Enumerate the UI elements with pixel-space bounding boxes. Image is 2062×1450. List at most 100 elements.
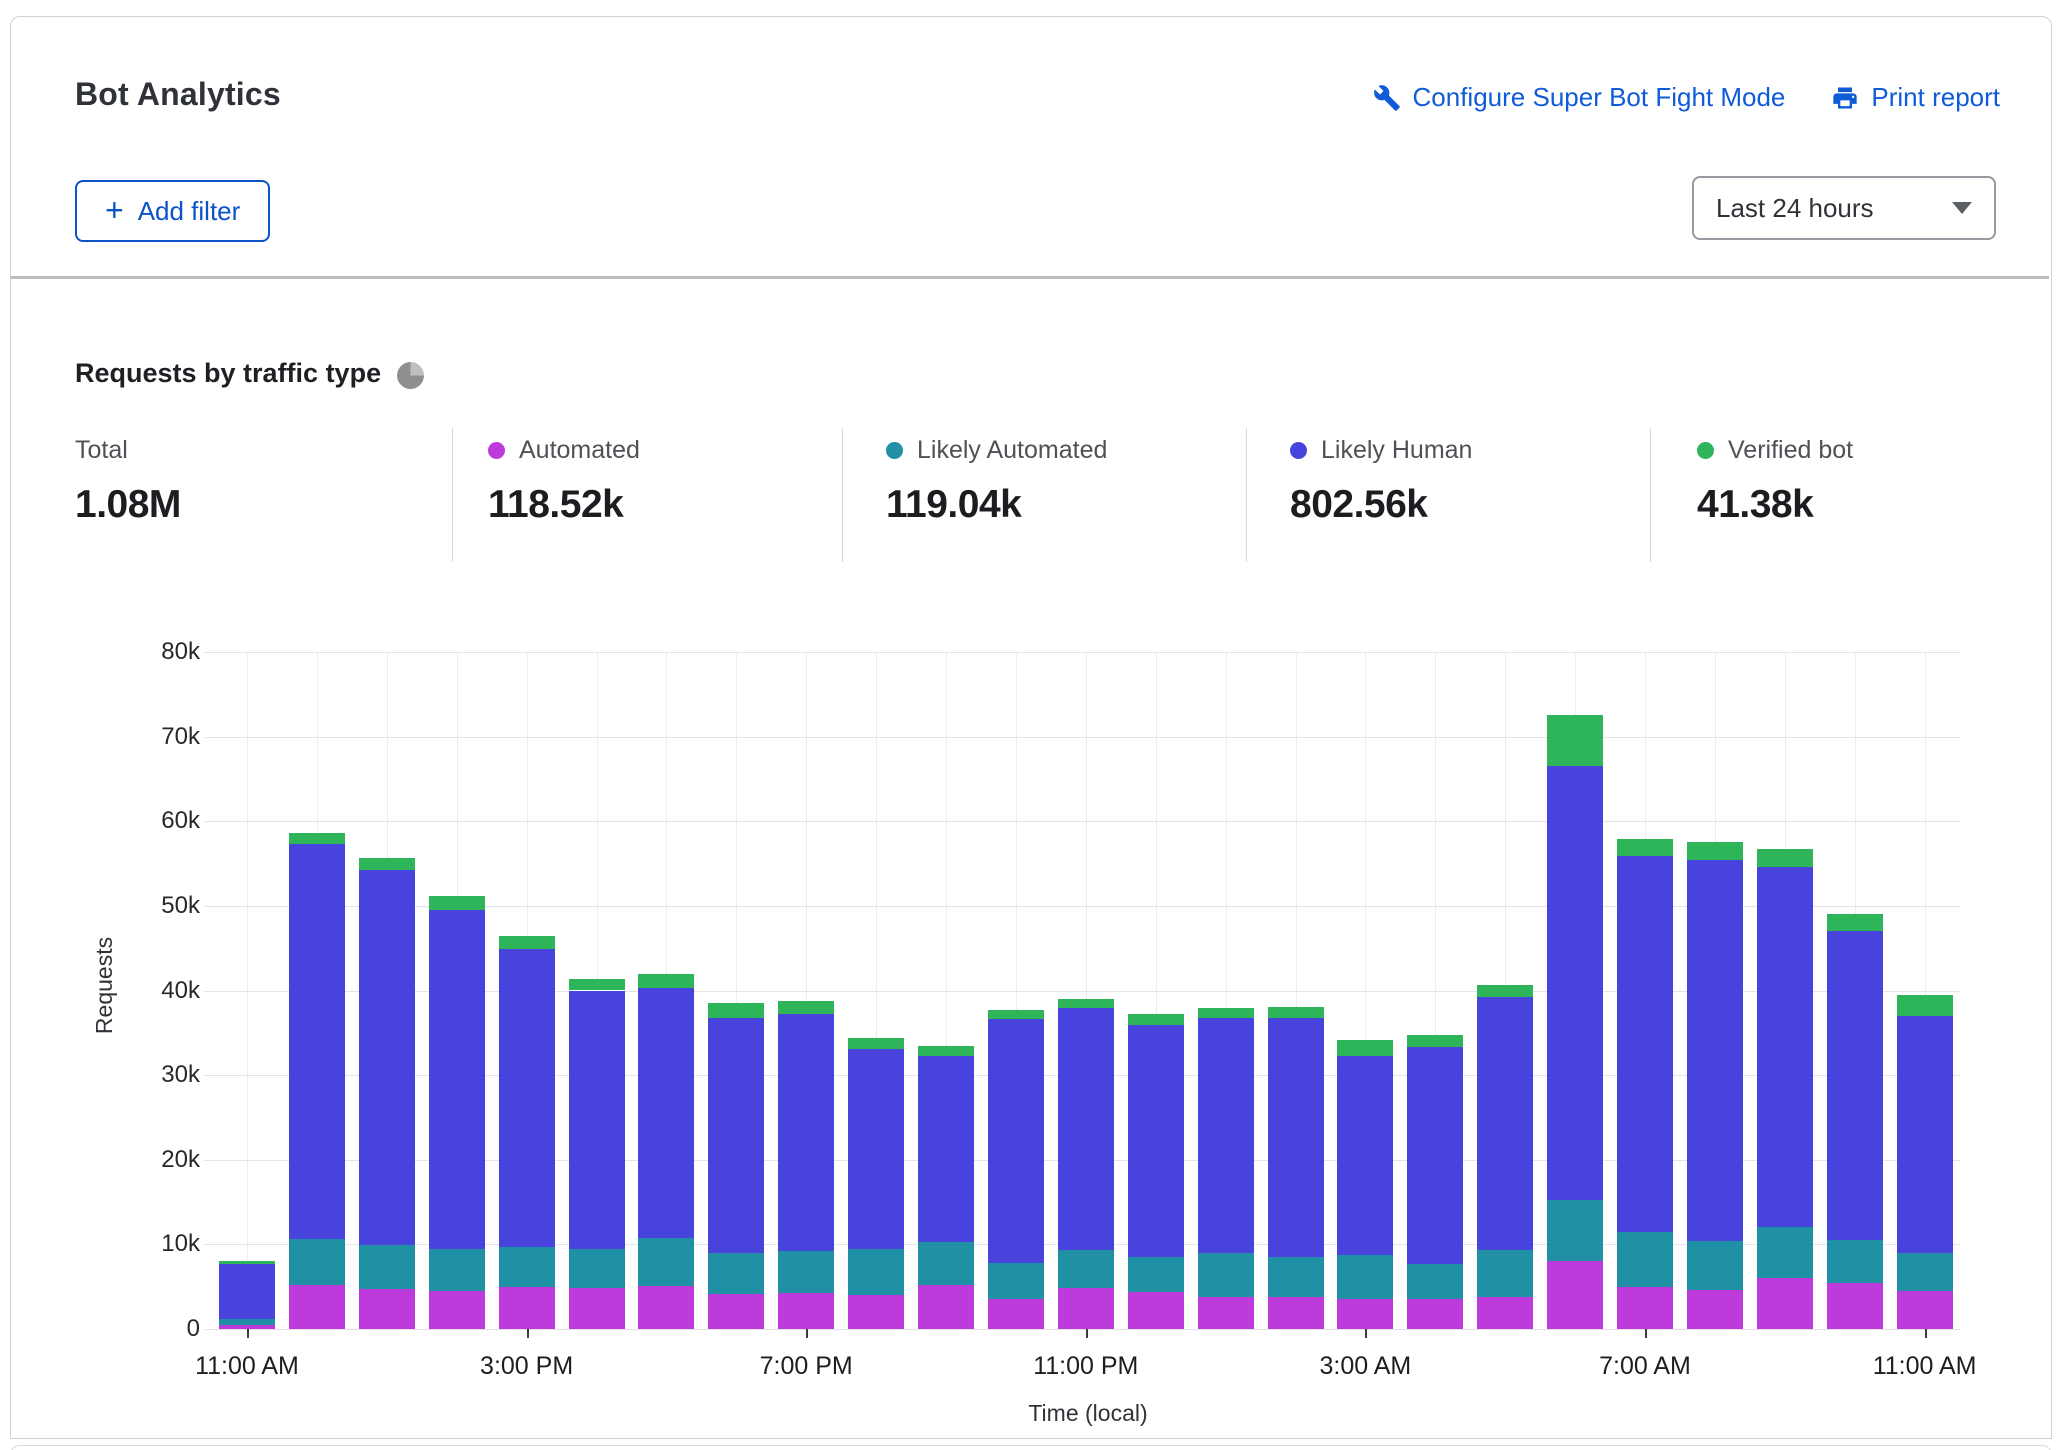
bar-segment-verified-bot[interactable] bbox=[708, 1003, 764, 1017]
stat-likely-automated[interactable]: Likely Automated 119.04k bbox=[886, 436, 1107, 527]
bar-segment-verified-bot[interactable] bbox=[1337, 1040, 1393, 1055]
bar-segment-likely-human[interactable] bbox=[359, 870, 415, 1245]
stat-likely-human[interactable]: Likely Human 802.56k bbox=[1290, 436, 1472, 527]
stat-automated[interactable]: Automated 118.52k bbox=[488, 436, 640, 527]
bar-segment-likely-human[interactable] bbox=[1337, 1056, 1393, 1255]
bar-segment-likely-human[interactable] bbox=[1407, 1047, 1463, 1264]
bar-segment-automated[interactable] bbox=[1407, 1299, 1463, 1329]
bar-segment-automated[interactable] bbox=[1547, 1261, 1603, 1329]
bar-segment-automated[interactable] bbox=[1058, 1288, 1114, 1329]
bar-segment-likely-automated[interactable] bbox=[848, 1249, 904, 1296]
bar-segment-verified-bot[interactable] bbox=[638, 974, 694, 988]
bar-segment-automated[interactable] bbox=[918, 1285, 974, 1329]
bar-segment-likely-human[interactable] bbox=[1757, 867, 1813, 1227]
bar-segment-likely-automated[interactable] bbox=[499, 1247, 555, 1287]
bar-segment-verified-bot[interactable] bbox=[1477, 985, 1533, 997]
bar-segment-likely-automated[interactable] bbox=[1337, 1255, 1393, 1299]
bar-segment-verified-bot[interactable] bbox=[778, 1001, 834, 1015]
bar-segment-likely-automated[interactable] bbox=[1687, 1241, 1743, 1290]
bar-segment-likely-automated[interactable] bbox=[918, 1242, 974, 1285]
bar-segment-verified-bot[interactable] bbox=[918, 1046, 974, 1056]
bar-segment-verified-bot[interactable] bbox=[1198, 1008, 1254, 1018]
bar-segment-automated[interactable] bbox=[1757, 1278, 1813, 1329]
bar-segment-automated[interactable] bbox=[988, 1299, 1044, 1329]
bar-segment-likely-automated[interactable] bbox=[1128, 1257, 1184, 1292]
bar-segment-automated[interactable] bbox=[848, 1295, 904, 1329]
bar-segment-likely-automated[interactable] bbox=[359, 1245, 415, 1289]
bar-segment-likely-human[interactable] bbox=[1827, 931, 1883, 1240]
bar-segment-likely-automated[interactable] bbox=[569, 1249, 625, 1288]
bar-segment-automated[interactable] bbox=[1687, 1290, 1743, 1329]
bar-segment-verified-bot[interactable] bbox=[289, 833, 345, 844]
bar-segment-likely-automated[interactable] bbox=[778, 1251, 834, 1292]
bar-segment-verified-bot[interactable] bbox=[1757, 849, 1813, 867]
bar-segment-automated[interactable] bbox=[429, 1291, 485, 1329]
bar-segment-likely-human[interactable] bbox=[1128, 1025, 1184, 1256]
bar-segment-automated[interactable] bbox=[359, 1289, 415, 1329]
configure-super-bot-fight-mode-link[interactable]: Configure Super Bot Fight Mode bbox=[1373, 82, 1786, 113]
stat-verified-bot[interactable]: Verified bot 41.38k bbox=[1697, 436, 1853, 527]
bar-segment-likely-automated[interactable] bbox=[1547, 1200, 1603, 1261]
add-filter-button[interactable]: + Add filter bbox=[75, 180, 270, 242]
bar-segment-likely-human[interactable] bbox=[1477, 997, 1533, 1250]
bar-segment-automated[interactable] bbox=[1128, 1292, 1184, 1329]
time-range-select[interactable]: Last 24 hours bbox=[1692, 176, 1996, 240]
pie-chart-icon[interactable] bbox=[397, 362, 424, 389]
bar-segment-verified-bot[interactable] bbox=[1268, 1007, 1324, 1018]
bar-segment-verified-bot[interactable] bbox=[1687, 842, 1743, 860]
bar-segment-likely-human[interactable] bbox=[289, 844, 345, 1239]
bar-segment-likely-human[interactable] bbox=[708, 1018, 764, 1253]
bar-segment-likely-automated[interactable] bbox=[1757, 1227, 1813, 1279]
bar-segment-likely-human[interactable] bbox=[569, 991, 625, 1250]
bar-segment-automated[interactable] bbox=[778, 1293, 834, 1329]
bar-segment-likely-human[interactable] bbox=[219, 1264, 275, 1319]
bar-segment-likely-automated[interactable] bbox=[1268, 1257, 1324, 1296]
bar-segment-automated[interactable] bbox=[1827, 1283, 1883, 1329]
bar-segment-automated[interactable] bbox=[569, 1288, 625, 1329]
bar-segment-likely-human[interactable] bbox=[1268, 1018, 1324, 1257]
bar-segment-likely-automated[interactable] bbox=[219, 1319, 275, 1325]
bar-segment-likely-human[interactable] bbox=[1687, 860, 1743, 1241]
bar-segment-verified-bot[interactable] bbox=[988, 1010, 1044, 1020]
bar-segment-verified-bot[interactable] bbox=[1897, 995, 1953, 1016]
bar-segment-likely-human[interactable] bbox=[988, 1019, 1044, 1263]
bar-segment-likely-automated[interactable] bbox=[1198, 1253, 1254, 1297]
bar-segment-automated[interactable] bbox=[1198, 1297, 1254, 1329]
bar-segment-likely-automated[interactable] bbox=[1897, 1253, 1953, 1291]
print-report-link[interactable]: Print report bbox=[1831, 82, 2000, 113]
bar-segment-likely-automated[interactable] bbox=[708, 1253, 764, 1294]
bar-segment-likely-human[interactable] bbox=[778, 1014, 834, 1251]
bar-segment-likely-human[interactable] bbox=[1897, 1016, 1953, 1253]
bar-segment-likely-human[interactable] bbox=[638, 988, 694, 1238]
bar-segment-automated[interactable] bbox=[1268, 1297, 1324, 1329]
bar-segment-likely-automated[interactable] bbox=[988, 1263, 1044, 1299]
bar-segment-likely-human[interactable] bbox=[918, 1056, 974, 1242]
bar-segment-likely-human[interactable] bbox=[848, 1049, 904, 1249]
bar-segment-verified-bot[interactable] bbox=[569, 979, 625, 990]
bar-segment-likely-human[interactable] bbox=[499, 949, 555, 1247]
bar-segment-verified-bot[interactable] bbox=[1407, 1035, 1463, 1048]
bar-segment-likely-automated[interactable] bbox=[1058, 1250, 1114, 1288]
bar-segment-likely-human[interactable] bbox=[1547, 766, 1603, 1200]
bar-segment-verified-bot[interactable] bbox=[499, 936, 555, 949]
bar-segment-automated[interactable] bbox=[638, 1286, 694, 1329]
bar-segment-verified-bot[interactable] bbox=[359, 858, 415, 871]
bar-segment-likely-automated[interactable] bbox=[429, 1249, 485, 1291]
bar-segment-likely-automated[interactable] bbox=[1617, 1232, 1673, 1287]
bar-segment-verified-bot[interactable] bbox=[1058, 999, 1114, 1008]
bar-segment-automated[interactable] bbox=[1337, 1299, 1393, 1329]
bar-segment-automated[interactable] bbox=[499, 1287, 555, 1329]
bar-segment-likely-human[interactable] bbox=[1058, 1008, 1114, 1250]
bar-segment-automated[interactable] bbox=[1617, 1287, 1673, 1329]
bar-segment-verified-bot[interactable] bbox=[219, 1261, 275, 1264]
bar-segment-verified-bot[interactable] bbox=[1617, 839, 1673, 856]
bar-segment-verified-bot[interactable] bbox=[429, 896, 485, 910]
bar-segment-verified-bot[interactable] bbox=[1547, 715, 1603, 766]
bar-segment-automated[interactable] bbox=[1897, 1291, 1953, 1329]
bar-segment-likely-automated[interactable] bbox=[638, 1238, 694, 1286]
bar-segment-likely-automated[interactable] bbox=[1477, 1250, 1533, 1297]
bar-segment-likely-automated[interactable] bbox=[1407, 1264, 1463, 1298]
bar-segment-automated[interactable] bbox=[289, 1285, 345, 1329]
bar-segment-likely-automated[interactable] bbox=[1827, 1240, 1883, 1283]
bar-segment-likely-human[interactable] bbox=[429, 910, 485, 1249]
